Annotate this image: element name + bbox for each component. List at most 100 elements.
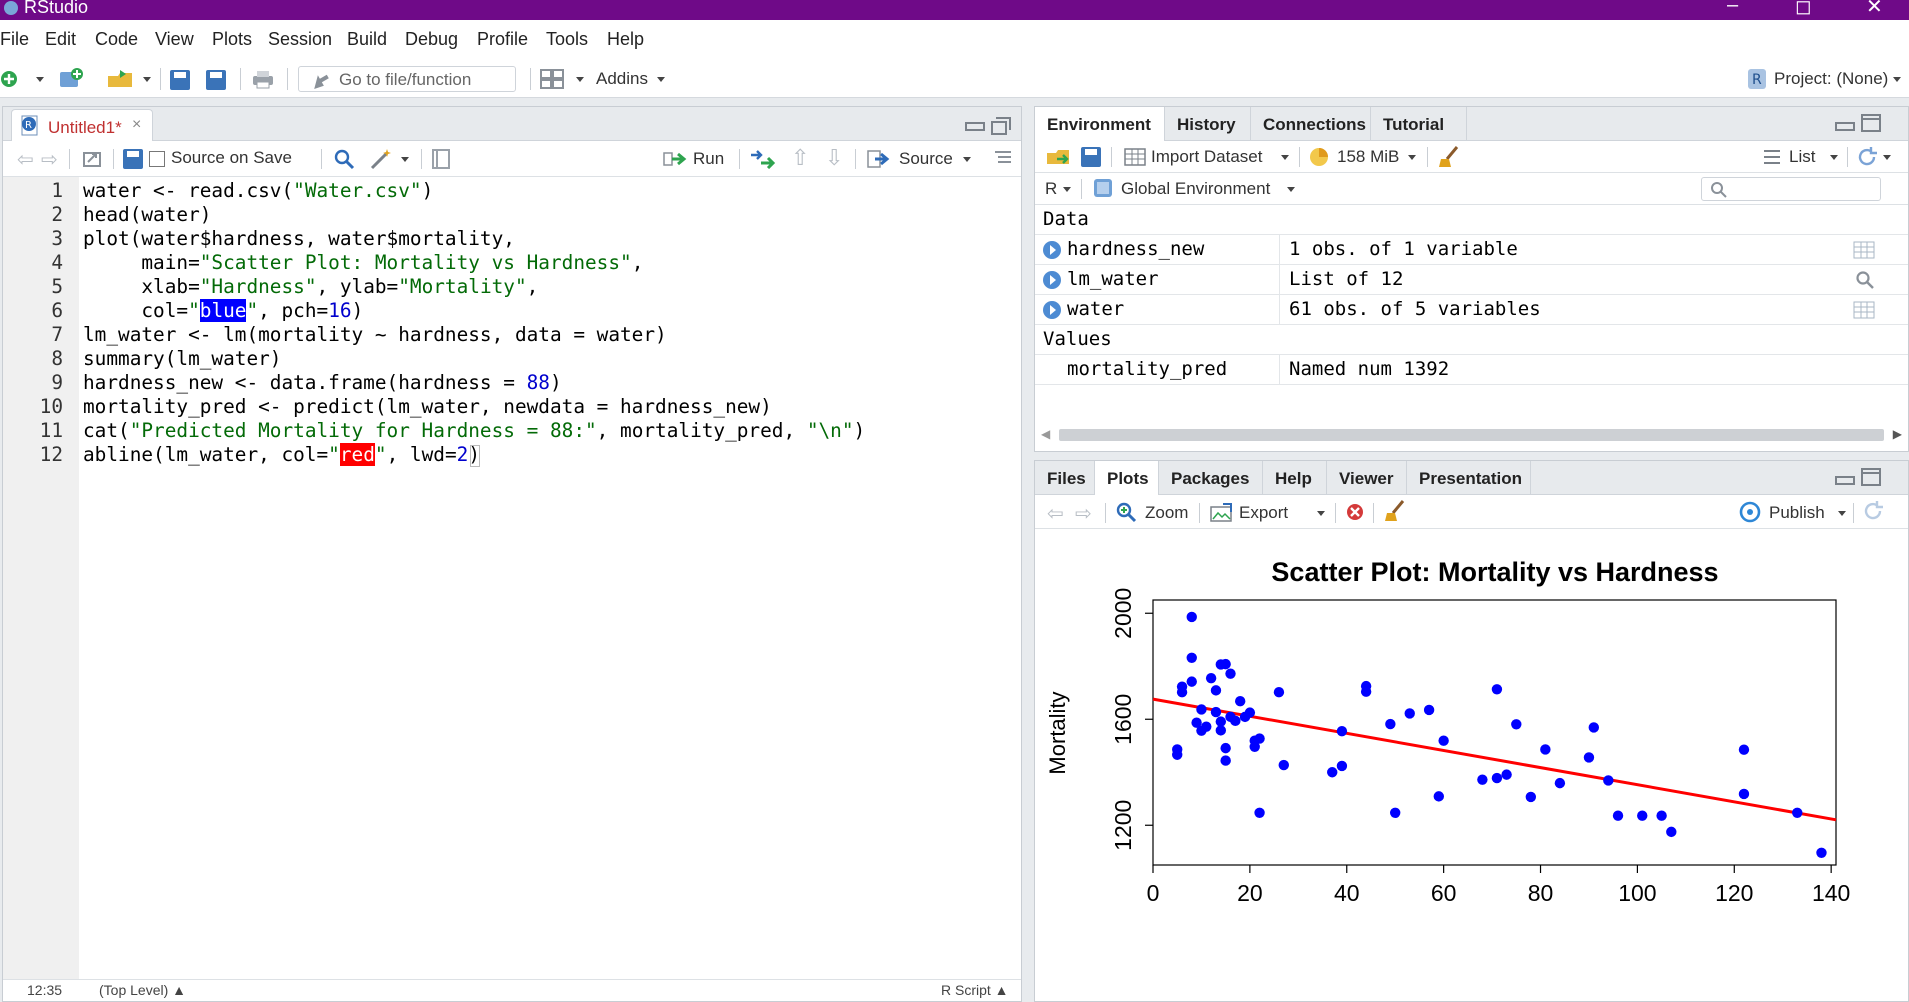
- maximize-pane-icon[interactable]: [991, 117, 1011, 135]
- new-file-dropdown-icon[interactable]: [36, 77, 44, 82]
- environment-scope-dropdown-icon[interactable]: [1287, 187, 1295, 192]
- memory-usage-icon[interactable]: [1309, 147, 1329, 167]
- source-on-save-checkbox[interactable]: [149, 151, 165, 167]
- menu-plots[interactable]: Plots: [212, 29, 253, 49]
- maximize-button[interactable]: ◻: [1795, 0, 1812, 18]
- go-to-file-input[interactable]: Go to file/function: [298, 66, 516, 92]
- expand-arrow-icon[interactable]: [1043, 271, 1061, 289]
- menu-view[interactable]: View: [155, 29, 194, 49]
- view-data-grid-icon[interactable]: [1853, 301, 1875, 319]
- export-button[interactable]: Export: [1239, 503, 1289, 522]
- close-window-button[interactable]: ✕: [1866, 0, 1883, 18]
- scroll-left-icon[interactable]: ◀: [1041, 427, 1051, 441]
- menu-debug[interactable]: Debug: [405, 29, 459, 49]
- show-in-window-icon[interactable]: [81, 149, 103, 169]
- export-icon[interactable]: [1209, 501, 1235, 523]
- view-mode-dropdown-icon[interactable]: [1830, 155, 1838, 160]
- tab-files[interactable]: Files: [1035, 461, 1095, 495]
- tab-plots[interactable]: Plots: [1095, 461, 1159, 496]
- new-file-icon[interactable]: [0, 70, 18, 88]
- close-tab-icon[interactable]: ×: [132, 116, 142, 133]
- maximize-pane-icon[interactable]: [1861, 114, 1881, 132]
- run-icon[interactable]: [663, 149, 689, 169]
- source-button[interactable]: Source: [899, 149, 953, 168]
- tab-untitled1[interactable]: R Untitled1* ×: [11, 109, 153, 141]
- scrollbar-thumb[interactable]: [1059, 429, 1884, 441]
- clear-workspace-broom-icon[interactable]: [1437, 145, 1461, 169]
- env-row[interactable]: hardness_new 1 obs. of 1 variable: [1035, 235, 1908, 265]
- memory-usage-dropdown-icon[interactable]: [1408, 155, 1416, 160]
- source-icon[interactable]: [867, 149, 893, 169]
- minimize-pane-icon[interactable]: [965, 117, 985, 131]
- save-icon[interactable]: [170, 70, 190, 90]
- maximize-pane-icon[interactable]: [1861, 468, 1881, 486]
- language-dropdown-icon[interactable]: [1063, 187, 1071, 192]
- export-dropdown-icon[interactable]: [1317, 511, 1325, 516]
- minimize-pane-icon[interactable]: [1835, 471, 1855, 485]
- publish-button[interactable]: Publish: [1769, 503, 1825, 522]
- minimize-pane-icon[interactable]: [1835, 117, 1855, 131]
- refresh-dropdown-icon[interactable]: [1883, 155, 1891, 160]
- go-up-icon[interactable]: ⇧: [791, 145, 810, 170]
- scope-selector[interactable]: (Top Level) ▲: [99, 982, 187, 998]
- code-tools-dropdown-icon[interactable]: [401, 157, 409, 162]
- environment-search-input[interactable]: [1701, 177, 1881, 201]
- addins-dropdown-icon[interactable]: [657, 77, 665, 82]
- project-dropdown-icon[interactable]: [1893, 77, 1901, 82]
- expand-arrow-icon[interactable]: [1043, 301, 1061, 319]
- go-down-icon[interactable]: ⇩: [825, 145, 844, 170]
- compile-report-icon[interactable]: [431, 148, 451, 170]
- back-arrow-icon[interactable]: ⇦: [17, 149, 34, 171]
- open-file-dropdown-icon[interactable]: [143, 77, 151, 82]
- env-row[interactable]: mortality_pred Named num 1392: [1035, 355, 1908, 385]
- code-editor[interactable]: water <- read.csv("Water.csv") head(wate…: [83, 177, 1021, 979]
- zoom-button[interactable]: Zoom: [1145, 503, 1189, 522]
- project-menu[interactable]: Project: (None): [1774, 69, 1889, 88]
- previous-plot-icon[interactable]: ⇦: [1047, 503, 1064, 525]
- menu-code[interactable]: Code: [95, 29, 139, 49]
- load-workspace-icon[interactable]: [1045, 147, 1073, 167]
- memory-usage-label[interactable]: 158 MiB: [1337, 147, 1400, 166]
- find-replace-icon[interactable]: [333, 148, 355, 170]
- tab-packages[interactable]: Packages: [1159, 461, 1263, 495]
- grid-layout-dropdown-icon[interactable]: [576, 77, 584, 82]
- env-row[interactable]: lm_water List of 12: [1035, 265, 1908, 295]
- publish-dropdown-icon[interactable]: [1838, 511, 1846, 516]
- menu-profile[interactable]: Profile: [477, 29, 529, 49]
- tab-help[interactable]: Help: [1263, 461, 1327, 495]
- print-icon[interactable]: [251, 69, 275, 89]
- tab-connections[interactable]: Connections: [1251, 107, 1371, 141]
- inspect-search-icon[interactable]: [1855, 270, 1875, 290]
- menu-session[interactable]: Session: [268, 29, 333, 49]
- tab-environment[interactable]: Environment: [1035, 107, 1165, 142]
- open-file-icon[interactable]: [106, 68, 136, 90]
- menu-help[interactable]: Help: [607, 29, 645, 49]
- tab-history[interactable]: History: [1165, 107, 1251, 141]
- source-dropdown-icon[interactable]: [963, 157, 971, 162]
- list-view-icon[interactable]: [1763, 149, 1781, 165]
- expand-arrow-icon[interactable]: [1043, 241, 1061, 259]
- minimize-button[interactable]: –: [1727, 0, 1739, 16]
- grid-layout-icon[interactable]: [540, 69, 564, 89]
- scroll-right-icon[interactable]: ▶: [1892, 427, 1902, 441]
- code-tools-wand-icon[interactable]: [369, 147, 395, 171]
- publish-icon[interactable]: [1737, 501, 1763, 523]
- horizontal-scrollbar[interactable]: ◀ ▶: [1041, 425, 1902, 443]
- zoom-icon[interactable]: [1115, 501, 1139, 523]
- language-selector[interactable]: R: [1045, 179, 1058, 198]
- import-dataset-dropdown-icon[interactable]: [1281, 155, 1289, 160]
- rerun-icon[interactable]: [749, 149, 777, 169]
- env-row[interactable]: water 61 obs. of 5 variables: [1035, 295, 1908, 325]
- next-plot-icon[interactable]: ⇨: [1075, 503, 1092, 525]
- clear-plots-broom-icon[interactable]: [1383, 499, 1407, 523]
- save-source-icon[interactable]: [123, 149, 143, 169]
- menu-tools[interactable]: Tools: [546, 29, 589, 49]
- remove-plot-icon[interactable]: [1345, 502, 1365, 522]
- new-project-icon[interactable]: [58, 66, 88, 90]
- tab-viewer[interactable]: Viewer: [1327, 461, 1407, 495]
- import-dataset-icon[interactable]: [1123, 147, 1147, 167]
- tab-tutorial[interactable]: Tutorial: [1371, 107, 1467, 141]
- menu-edit[interactable]: Edit: [45, 29, 77, 49]
- view-mode-selector[interactable]: List: [1789, 147, 1816, 166]
- addins-menu[interactable]: Addins: [596, 69, 648, 88]
